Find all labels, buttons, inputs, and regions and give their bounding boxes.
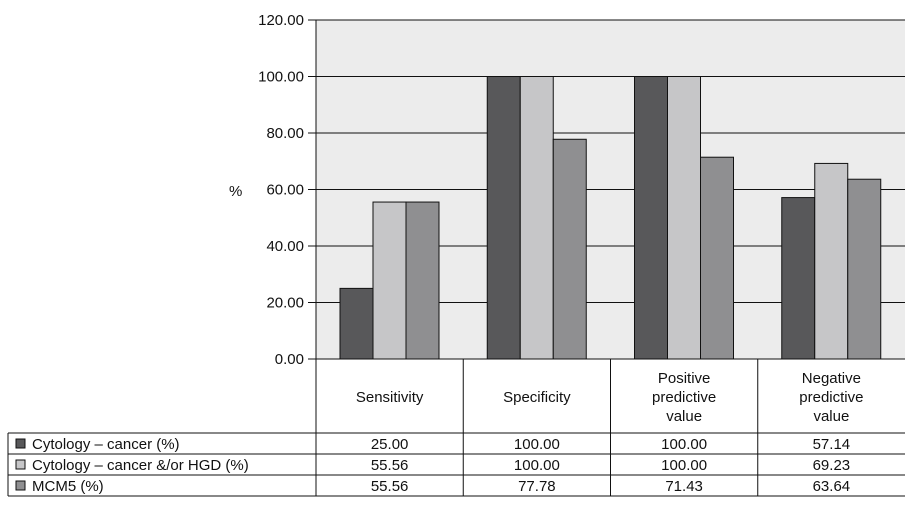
data-label: 100.00 xyxy=(661,436,707,453)
bar-3-1 xyxy=(405,201,440,360)
bar-2-1 xyxy=(372,201,407,360)
bar-3-4 xyxy=(847,178,882,360)
bar-1-4 xyxy=(781,197,816,360)
y-axis-label: % xyxy=(229,183,242,200)
bar-3-3 xyxy=(700,156,734,360)
bar-2-4 xyxy=(814,162,849,360)
data-label: 77.78 xyxy=(518,478,556,495)
y-tick-label: 60.00 xyxy=(266,182,304,199)
data-table: Sensitivity Specificity Positive predictive… xyxy=(7,358,905,497)
x-category-label: Positive xyxy=(658,370,711,387)
bars xyxy=(339,76,882,360)
bar-2-2 xyxy=(519,76,554,360)
legend-swatch-1 xyxy=(15,438,26,449)
x-category-label: predictive xyxy=(799,389,863,406)
data-label: 57.14 xyxy=(813,436,851,453)
y-tick-label: 80.00 xyxy=(266,125,304,142)
legend-swatch-3 xyxy=(15,480,26,491)
x-category-label: value xyxy=(813,408,849,425)
y-tick-label: 100.00 xyxy=(258,69,304,86)
bar-2-3 xyxy=(667,76,701,360)
y-axis: 0.00 20.00 40.00 60.00 80.00 100.00 120.00 xyxy=(258,12,317,368)
legend-label-2: Cytology – cancer &/or HGD (%) xyxy=(32,457,249,474)
y-tick-label: 40.00 xyxy=(266,238,304,255)
data-label: 25.00 xyxy=(371,436,409,453)
bar-1-3 xyxy=(634,76,668,360)
data-label: 55.56 xyxy=(371,457,409,474)
data-label: 55.56 xyxy=(371,478,409,495)
y-tick-label: 0.00 xyxy=(275,351,304,368)
y-tick-label: 120.00 xyxy=(258,12,304,29)
legend-label-1: Cytology – cancer (%) xyxy=(32,436,180,453)
bar-1-1 xyxy=(339,287,374,360)
data-label: 71.43 xyxy=(665,478,703,495)
data-label: 100.00 xyxy=(514,436,560,453)
y-tick-label: 20.00 xyxy=(266,295,304,312)
legend-label-3: MCM5 (%) xyxy=(32,478,104,495)
data-label: 69.23 xyxy=(813,457,851,474)
x-category-label: value xyxy=(666,408,702,425)
data-label: 100.00 xyxy=(514,457,560,474)
x-category-label: Negative xyxy=(802,370,861,387)
x-category-label: Sensitivity xyxy=(356,389,424,406)
x-category-label: predictive xyxy=(652,389,716,406)
x-category-label: Specificity xyxy=(503,389,571,406)
data-label: 63.64 xyxy=(813,478,851,495)
data-label: 100.00 xyxy=(661,457,707,474)
bar-1-2 xyxy=(486,76,521,360)
bar-3-2 xyxy=(552,138,587,360)
legend-swatch-2 xyxy=(15,459,26,470)
